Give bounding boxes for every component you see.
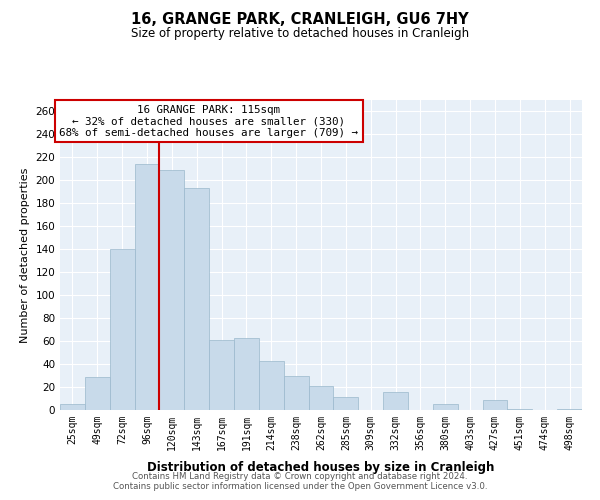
Bar [184,188,209,410]
Bar [557,409,582,410]
Bar [110,250,134,410]
Bar [234,338,259,410]
Bar [508,409,532,410]
Bar [284,376,308,410]
Text: Contains HM Land Registry data © Crown copyright and database right 2024.: Contains HM Land Registry data © Crown c… [132,472,468,481]
Text: Contains public sector information licensed under the Open Government Licence v3: Contains public sector information licen… [113,482,487,491]
Text: 16, GRANGE PARK, CRANLEIGH, GU6 7HY: 16, GRANGE PARK, CRANLEIGH, GU6 7HY [131,12,469,28]
Bar [209,340,234,410]
Bar [482,400,508,410]
Bar [134,164,160,410]
X-axis label: Distribution of detached houses by size in Cranleigh: Distribution of detached houses by size … [148,461,494,474]
Bar [433,404,458,410]
Text: 16 GRANGE PARK: 115sqm
← 32% of detached houses are smaller (330)
68% of semi-de: 16 GRANGE PARK: 115sqm ← 32% of detached… [59,104,358,138]
Bar [383,392,408,410]
Bar [308,386,334,410]
Bar [85,376,110,410]
Bar [259,360,284,410]
Bar [334,398,358,410]
Y-axis label: Number of detached properties: Number of detached properties [20,168,30,342]
Text: Size of property relative to detached houses in Cranleigh: Size of property relative to detached ho… [131,28,469,40]
Bar [160,170,184,410]
Bar [60,404,85,410]
